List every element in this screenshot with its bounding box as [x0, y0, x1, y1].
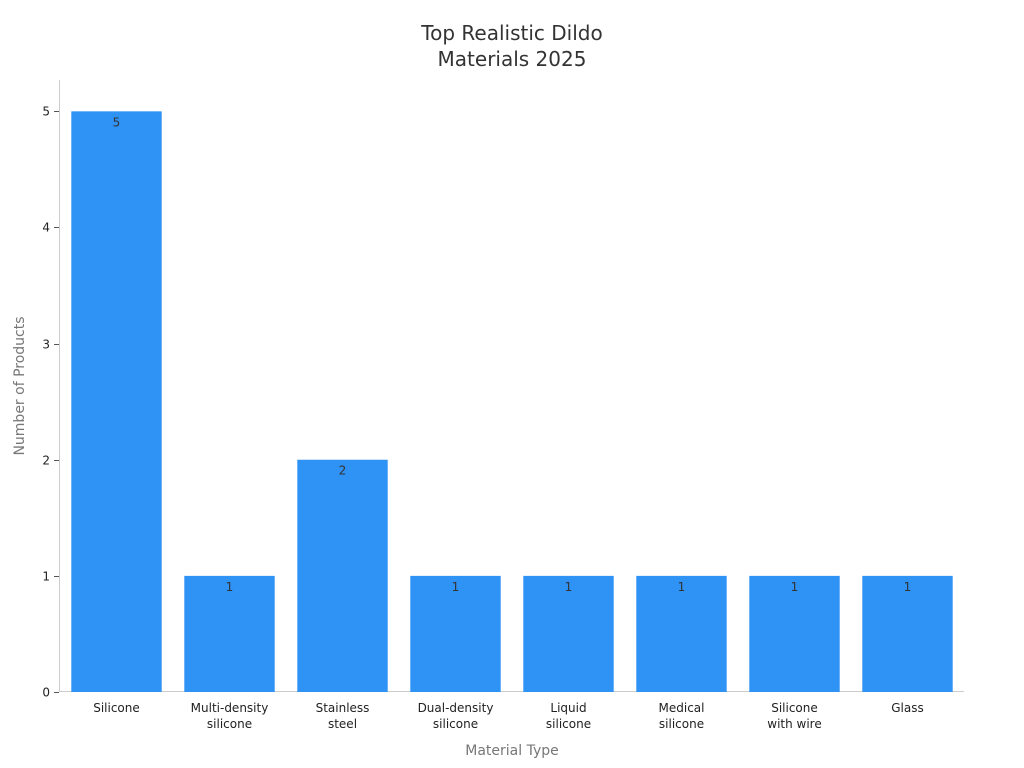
- x-tick-label: steel: [328, 717, 357, 731]
- bar-value-label: 1: [678, 580, 686, 594]
- y-tick-label: 4: [42, 221, 50, 235]
- bar-value-label: 1: [791, 580, 799, 594]
- bar: [523, 575, 614, 692]
- x-axis-label: Material Type: [465, 743, 558, 759]
- bar: [71, 111, 162, 692]
- x-tick-label: Liquid: [550, 701, 586, 715]
- bar-value-label: 1: [565, 580, 573, 594]
- chart-title-line-1: Top Realistic Dildo: [420, 21, 602, 45]
- bar: [297, 459, 388, 692]
- x-tick-label: Silicone: [771, 701, 818, 715]
- x-tick-label: Multi-density: [191, 701, 269, 715]
- x-tick-label: silicone: [659, 717, 704, 731]
- bar-value-label: 1: [904, 580, 912, 594]
- x-tick-label: Medical: [659, 701, 705, 715]
- bar-value-label: 1: [226, 580, 234, 594]
- y-tick-label: 2: [42, 454, 50, 468]
- y-tick-label: 5: [42, 105, 50, 119]
- y-axis-ticks: 0 1 2 3 4 5: [42, 105, 59, 700]
- y-tick-label: 1: [42, 570, 50, 584]
- bars-group: 5 1 2 1 1 1 1 1: [71, 111, 953, 692]
- bar: [749, 575, 840, 692]
- bar-value-label: 5: [113, 115, 121, 129]
- x-axis-ticks: Silicone Multi-density silicone Stainless st…: [93, 701, 924, 731]
- bar-value-label: 2: [339, 464, 347, 478]
- x-tick-label: silicone: [433, 717, 478, 731]
- y-tick-label: 3: [42, 338, 50, 352]
- chart-title-line-2: Materials 2025: [438, 47, 587, 71]
- bar: [862, 575, 953, 692]
- x-tick-label: silicone: [546, 717, 591, 731]
- bar: [410, 575, 501, 692]
- bar: [184, 575, 275, 692]
- y-tick-label: 0: [42, 686, 50, 700]
- x-tick-label: Silicone: [93, 701, 140, 715]
- x-tick-label: Dual-density: [418, 701, 494, 715]
- x-tick-label: Stainless: [316, 701, 370, 715]
- y-axis-label: Number of Products: [12, 316, 28, 455]
- x-tick-label: silicone: [207, 717, 252, 731]
- x-tick-label: Glass: [891, 701, 924, 715]
- x-tick-label: with wire: [767, 717, 821, 731]
- bar-value-label: 1: [452, 580, 460, 594]
- bar: [636, 575, 727, 692]
